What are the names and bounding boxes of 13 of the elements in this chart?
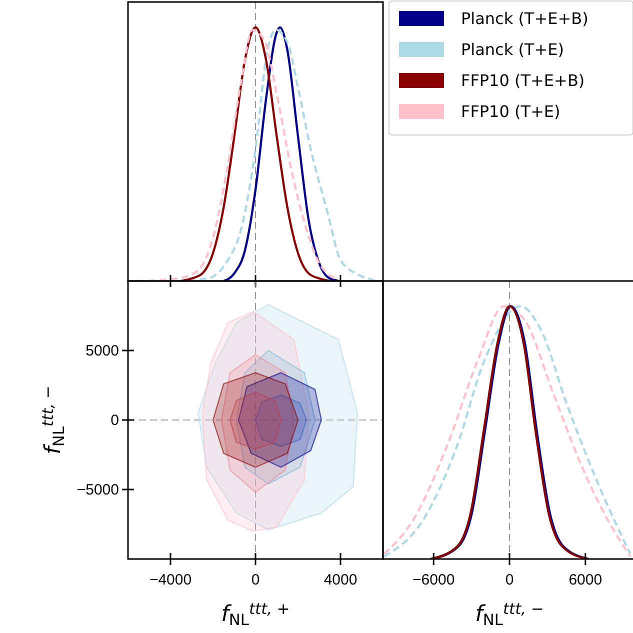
x-tick-label: −4000	[149, 572, 192, 588]
y-tick-label: 0	[110, 412, 119, 429]
legend-label: FFP10 (T+E)	[461, 102, 560, 121]
legend-label: Planck (T+E+B)	[461, 9, 588, 28]
y-tick-label: 5000	[86, 342, 119, 360]
x-tick-label: 0	[251, 572, 260, 588]
x-tick-label: 4000	[324, 572, 358, 588]
x-tick-label: 0	[505, 572, 514, 588]
x-tick-label: −6000	[412, 572, 455, 588]
legend-label: FFP10 (T+E+B)	[461, 71, 585, 90]
y-tick-label: −5000	[76, 481, 119, 498]
x-tick-label: 6000	[568, 572, 602, 588]
legend-label: Planck (T+E)	[461, 40, 564, 59]
